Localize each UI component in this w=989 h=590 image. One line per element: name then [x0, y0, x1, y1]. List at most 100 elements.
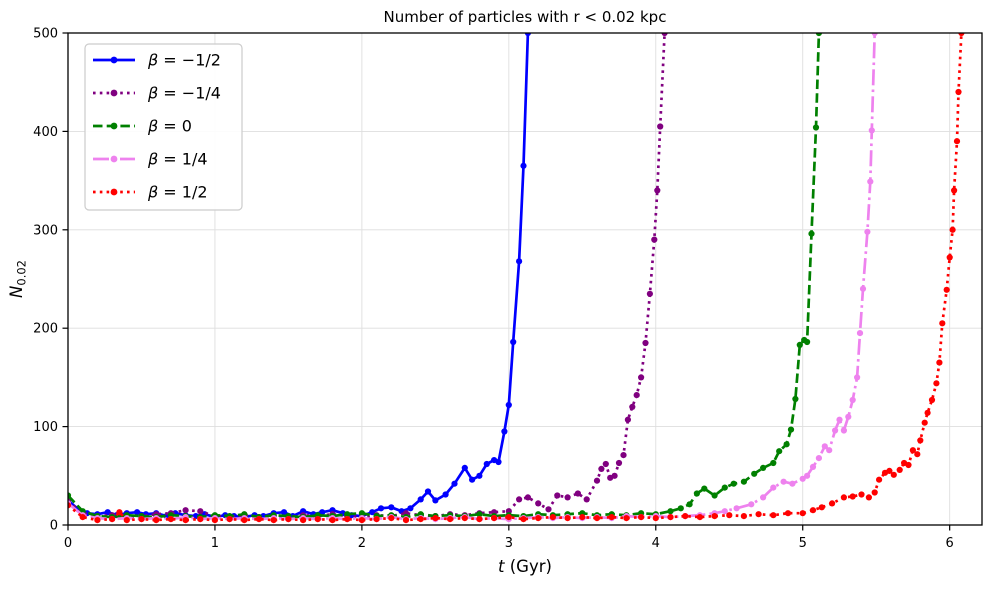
series-marker: [623, 515, 630, 522]
legend-item-3: β = 1/4: [93, 150, 208, 169]
series-marker: [461, 515, 468, 522]
series-marker: [602, 460, 609, 468]
series-marker: [476, 511, 483, 518]
series-marker: [770, 459, 777, 467]
series-marker: [583, 496, 590, 503]
series-marker: [812, 124, 820, 131]
series-marker: [94, 517, 101, 524]
series-marker: [377, 505, 385, 512]
series-marker: [134, 509, 141, 516]
x-tick-label: 5: [799, 536, 807, 551]
series-marker: [770, 484, 777, 491]
series-marker: [520, 516, 527, 523]
x-tick-label: 2: [358, 536, 366, 551]
series-marker: [667, 514, 674, 521]
series-marker: [799, 510, 806, 517]
series-marker: [864, 228, 871, 235]
series-marker: [854, 374, 861, 381]
series-marker: [787, 426, 795, 433]
legend-marker: [110, 56, 118, 64]
series-marker: [388, 504, 395, 511]
series-marker: [796, 341, 803, 348]
series-marker: [701, 485, 708, 492]
series-marker: [476, 472, 483, 479]
series-marker: [809, 507, 817, 514]
series-marker: [799, 475, 806, 482]
series-marker: [896, 466, 903, 473]
axis-ticks: [62, 32, 951, 531]
series-marker: [792, 395, 799, 403]
x-tick-label: 1: [211, 536, 219, 551]
series-marker: [593, 515, 601, 522]
series-marker: [505, 401, 512, 409]
series-marker: [520, 162, 527, 169]
y-tick-label: 100: [33, 420, 58, 435]
series-marker: [535, 515, 542, 522]
series-4: [68, 33, 965, 524]
series-marker: [865, 494, 873, 501]
legend-item-4: β = 1/2: [93, 183, 208, 202]
series-marker: [726, 512, 733, 519]
series-marker: [682, 513, 689, 520]
series-marker: [564, 494, 571, 501]
series-marker: [677, 505, 684, 512]
series-marker: [344, 516, 351, 523]
series-marker: [696, 514, 704, 521]
series-marker: [255, 516, 263, 523]
series-marker: [574, 490, 582, 497]
series-marker: [461, 464, 468, 471]
series-marker: [740, 513, 748, 520]
series-marker: [955, 88, 962, 96]
series-marker: [476, 516, 483, 523]
series-marker: [104, 509, 111, 516]
series-marker: [79, 514, 86, 521]
series-marker: [109, 516, 116, 523]
series-marker: [804, 338, 811, 346]
series-marker: [693, 490, 701, 497]
series-marker: [953, 138, 961, 145]
series-marker: [197, 508, 204, 515]
series-marker: [928, 396, 936, 404]
series-marker: [921, 419, 928, 426]
series-marker: [138, 516, 145, 523]
series-marker: [740, 478, 748, 485]
series-marker: [624, 416, 632, 423]
series-marker: [285, 516, 292, 523]
series-marker: [804, 472, 811, 479]
y-tick-label: 0: [50, 519, 58, 534]
series-marker: [776, 448, 783, 455]
series-marker: [615, 459, 623, 467]
series-marker: [871, 33, 878, 37]
series-marker: [939, 320, 946, 327]
series-marker: [516, 496, 523, 503]
series-marker: [760, 494, 767, 501]
y-axis-label: N0.02: [7, 260, 29, 298]
series-marker: [751, 470, 758, 477]
series-marker: [300, 517, 307, 524]
series-marker: [829, 500, 836, 507]
series-marker: [633, 392, 640, 399]
series-marker: [856, 330, 864, 337]
series-marker: [924, 409, 931, 416]
series-marker: [545, 506, 552, 513]
series-marker: [197, 516, 204, 523]
series-marker: [821, 443, 828, 450]
series-marker: [241, 517, 248, 524]
tick-labels: 0 1 2 3 4 5 6 0 100 200 300 400 500: [33, 27, 954, 552]
legend-marker: [110, 89, 118, 97]
series-marker: [780, 478, 787, 485]
series-marker: [211, 517, 218, 524]
series-marker: [638, 374, 645, 381]
y-tick-label: 500: [33, 27, 58, 42]
series-marker: [917, 437, 924, 444]
x-axis-label: t (Gyr): [498, 557, 552, 576]
series-marker: [859, 285, 867, 292]
series-marker: [270, 517, 277, 524]
legend-item-0: β = −1/2: [93, 51, 221, 70]
series-marker: [654, 187, 661, 194]
series-marker: [789, 480, 796, 487]
series-marker: [832, 427, 839, 434]
legend-marker: [110, 188, 118, 196]
series-marker: [951, 187, 958, 194]
y-tick-label: 400: [33, 125, 58, 140]
